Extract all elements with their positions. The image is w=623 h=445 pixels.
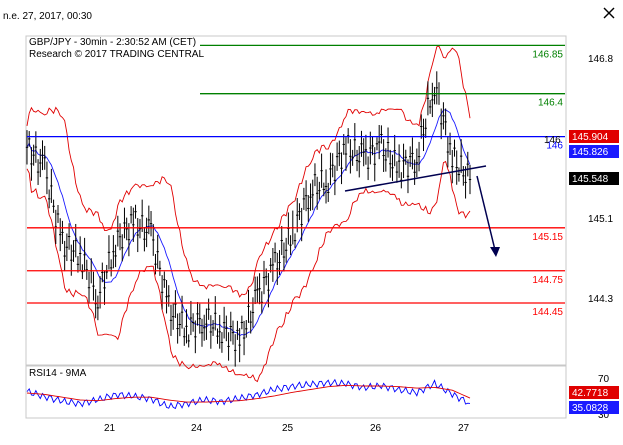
bb-upper-tag-bg: [569, 130, 619, 143]
bollinger-lower: [26, 160, 471, 383]
level-label: 144.45: [532, 307, 563, 318]
levels-layer: 146.85 146.4 146 145.15 144.75 144.45: [27, 44, 565, 318]
rsi-tag: 35.0828: [572, 403, 609, 414]
ma-tag: 145.826: [572, 147, 609, 158]
y-tick-label: 145.1: [588, 214, 613, 225]
x-tick-label: 27: [458, 423, 470, 434]
bollinger-upper: [26, 45, 471, 298]
rsi-ma-line: [26, 384, 471, 403]
level-label: 146.85: [532, 49, 563, 60]
current-price-tag-bg: [569, 172, 619, 185]
y-tick-label: 144.3: [588, 294, 613, 305]
x-tick-label: 26: [370, 423, 382, 434]
moving-average: [26, 109, 471, 337]
rsi-layer: [26, 378, 471, 410]
price-panel-frame: [25, 35, 567, 366]
rsi-tick-label: 30: [598, 410, 610, 421]
bb-upper-tag: 145.904: [572, 132, 609, 143]
window-header: n.e. 27, 2017, 00:30: [0, 0, 623, 26]
date-time-label: n.e. 27, 2017, 00:30: [3, 11, 92, 22]
level-label: 145.15: [532, 232, 563, 243]
rsi-tick-label: 70: [598, 374, 610, 385]
x-tick-label: 24: [191, 423, 203, 434]
level-label: 146: [546, 141, 563, 152]
ma-tag-bg: [569, 145, 619, 158]
current-price-tag: 145.548: [572, 174, 609, 185]
level-label: 144.75: [532, 275, 563, 286]
rsi-title: RSI14 - 9MA: [29, 368, 87, 379]
x-tick-label: 25: [282, 423, 294, 434]
chart-subtitle: Research © 2017 TRADING CENTRAL: [29, 49, 204, 60]
rsi-line: [26, 378, 471, 410]
forecast-arrow-head: [490, 247, 500, 257]
x-tick-label: 21: [104, 423, 116, 434]
chart-title: GBP/JPY - 30min - 2:30:52 AM (CET): [29, 37, 196, 48]
level-label: 146.4: [538, 98, 563, 109]
rsi-ma-tag: 42.7718: [572, 388, 609, 399]
forecast-arrow-line: [476, 175, 496, 251]
trendline: [344, 165, 487, 192]
rsi-tag-bg: [569, 401, 619, 414]
rsi-ma-tag-bg: [569, 386, 619, 399]
x-icon[interactable]: [601, 5, 617, 21]
y-tick-label: 146: [544, 135, 561, 146]
y-tick-label: 146.8: [588, 54, 613, 65]
